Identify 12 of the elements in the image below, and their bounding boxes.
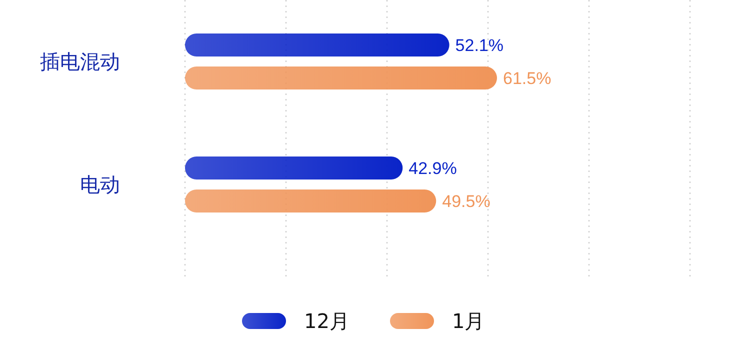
- data-label: 42.9%: [408, 158, 457, 178]
- legend-label: 12月: [304, 309, 350, 333]
- data-label: 49.5%: [442, 192, 490, 211]
- legend-label: 1月: [452, 309, 485, 333]
- data-label: 61.5%: [503, 68, 552, 88]
- bar: [185, 156, 403, 180]
- bar: [185, 66, 497, 90]
- data-label: 52.1%: [455, 36, 504, 55]
- bar: [185, 34, 450, 56]
- y-tick-label: 电动: [80, 172, 120, 196]
- bar: [185, 190, 436, 212]
- y-tick-label: 插电混动: [40, 50, 120, 74]
